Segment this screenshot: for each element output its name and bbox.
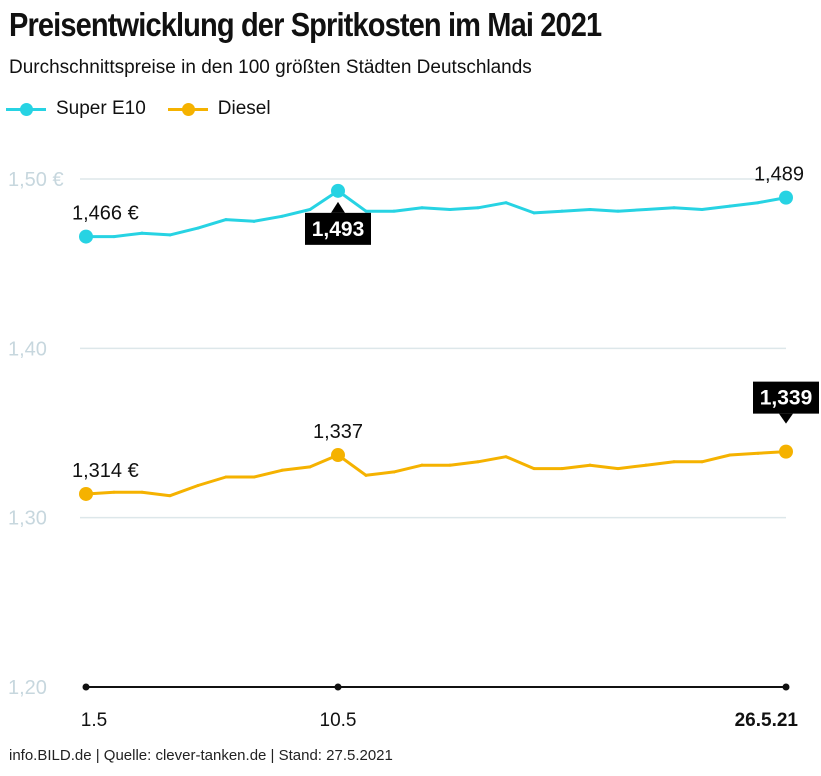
legend-swatch-diesel (167, 102, 208, 116)
data-point-super_e10-12 (392, 209, 396, 213)
data-point-diesel-16 (504, 455, 508, 459)
chart-subtitle: Durchschnittspreise in den 100 größten S… (9, 57, 532, 78)
y-tick-label-3: 1,20 (8, 677, 47, 699)
data-point-diesel-4 (168, 494, 172, 498)
data-point-super_e10-13 (420, 206, 424, 210)
legend-label-super-e10: Super E10 (56, 98, 146, 119)
badge-box-super_e10-10 (305, 212, 371, 245)
value-label-super_e10-26: 1,489 (754, 164, 804, 186)
x-tick-dot-1 (334, 683, 342, 691)
data-point-super_e10-24 (728, 204, 732, 208)
data-point-diesel-15 (476, 460, 480, 464)
y-tick-label-0: 1,50 € (8, 169, 64, 191)
data-point-super_e10-21 (644, 207, 648, 211)
badge-label-diesel-26: 1,339 (760, 387, 813, 410)
series-line-diesel (84, 450, 788, 498)
data-point-diesel-8 (280, 468, 284, 472)
x-tick-label-1: 10.5 (320, 710, 357, 731)
value-label-diesel-1: 1,314 € (72, 460, 139, 482)
legend: Super E10 Diesel (6, 98, 293, 120)
data-point-super_e10-7 (252, 219, 256, 223)
data-point-super_e10-23 (700, 207, 704, 211)
data-point-super_e10-5 (196, 226, 200, 230)
series-line-super_e10 (84, 189, 788, 239)
data-point-diesel-2 (112, 490, 116, 494)
data-point-diesel-12 (392, 470, 396, 474)
x-tick-dot-0 (82, 683, 90, 691)
badge-box-diesel-26 (753, 381, 819, 414)
legend-item-diesel[interactable]: Diesel (167, 98, 271, 120)
badge-label-super_e10-10: 1,493 (312, 218, 365, 241)
data-point-diesel-17 (532, 467, 536, 471)
data-point-diesel-22 (672, 460, 676, 464)
data-point-super_e10-8 (280, 214, 284, 218)
data-point-super_e10-9 (308, 207, 312, 211)
data-point-super_e10-22 (672, 206, 676, 210)
x-tick-label-0: 1.5 (81, 710, 107, 731)
y-tick-label-2: 1,30 (8, 508, 47, 530)
data-point-super_e10-3 (140, 231, 144, 235)
highlight-dot-diesel-26 (779, 444, 793, 459)
data-point-diesel-24 (728, 453, 732, 457)
footer-source: info.BILD.de | Quelle: clever-tanken.de … (9, 747, 393, 764)
data-point-super_e10-17 (532, 211, 536, 215)
data-point-diesel-13 (420, 463, 424, 467)
legend-item-super-e10[interactable]: Super E10 (6, 98, 146, 120)
data-point-diesel-6 (224, 475, 228, 479)
legend-label-diesel: Diesel (217, 98, 271, 119)
data-point-super_e10-2 (112, 235, 116, 239)
data-point-super_e10-25 (756, 201, 760, 205)
data-point-super_e10-16 (504, 201, 508, 205)
data-point-diesel-11 (364, 473, 368, 477)
data-point-super_e10-18 (560, 209, 564, 213)
data-point-diesel-7 (252, 475, 256, 479)
data-point-diesel-3 (140, 490, 144, 494)
badge-pointer-super_e10-10 (331, 201, 345, 213)
highlight-dot-super_e10-10 (331, 183, 345, 198)
highlight-dot-super_e10-26 (779, 190, 793, 205)
value-label-diesel-10: 1,337 (313, 421, 363, 443)
highlight-dot-diesel-10 (331, 448, 345, 463)
data-point-diesel-5 (196, 483, 200, 487)
data-point-diesel-18 (560, 467, 564, 471)
data-point-super_e10-4 (168, 233, 172, 237)
highlight-dot-diesel-1 (79, 486, 93, 501)
data-point-diesel-19 (588, 463, 592, 467)
x-tick-dot-2 (782, 683, 790, 691)
y-tick-label-1: 1,40 (8, 338, 47, 360)
x-tick-label-2: 26.5.21 (735, 710, 799, 731)
data-point-super_e10-20 (616, 209, 620, 213)
data-point-diesel-9 (308, 465, 312, 469)
data-point-super_e10-11 (364, 209, 368, 213)
legend-swatch-super-e10 (6, 102, 46, 116)
value-label-super_e10-1: 1,466 € (72, 203, 139, 225)
chart-title: Preisentwicklung der Spritkosten im Mai … (9, 6, 602, 43)
data-point-diesel-25 (756, 451, 760, 455)
highlight-dot-super_e10-1 (79, 229, 93, 244)
data-point-super_e10-6 (224, 218, 228, 222)
data-point-diesel-20 (616, 467, 620, 471)
data-point-super_e10-19 (588, 207, 592, 211)
data-point-super_e10-15 (476, 206, 480, 210)
data-point-diesel-14 (448, 463, 452, 467)
data-point-diesel-21 (644, 463, 648, 467)
data-point-super_e10-14 (448, 207, 452, 211)
data-point-diesel-23 (700, 460, 704, 464)
badge-pointer-diesel-26 (779, 413, 793, 424)
